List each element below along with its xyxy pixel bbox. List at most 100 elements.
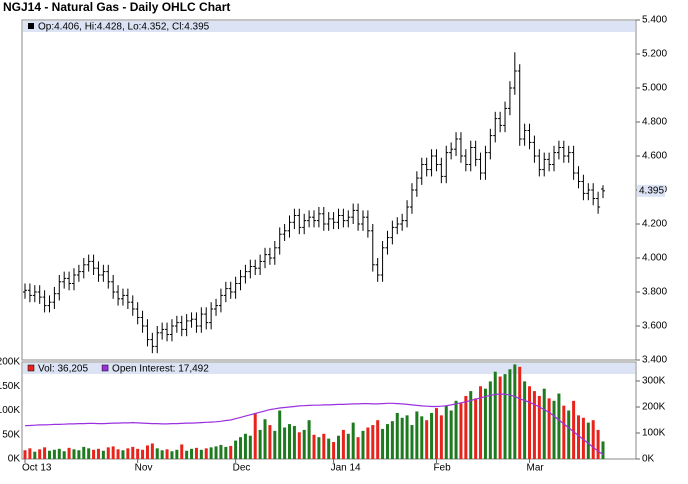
volume-bar — [542, 388, 546, 459]
volume-bar — [297, 432, 301, 459]
volume-bar — [28, 448, 32, 459]
volume-bar — [224, 446, 228, 459]
volume-bar — [111, 446, 115, 459]
chart-title: NGJ14 - Natural Gas - Daily OHLC Chart — [3, 0, 230, 14]
volume-bar — [190, 448, 194, 459]
volume-bar — [292, 426, 296, 459]
volume-bar — [483, 388, 487, 459]
volume-bar — [106, 447, 110, 459]
volume-bar — [43, 447, 47, 459]
legend-label: Vol: 36,205 — [38, 364, 88, 375]
volume-bar — [596, 429, 600, 459]
volume-bar — [77, 450, 81, 459]
volume-bar — [239, 437, 243, 459]
volume-bar — [518, 366, 522, 459]
volume-bar — [577, 415, 581, 459]
volume-bar — [400, 417, 404, 459]
volume-bar — [150, 443, 154, 459]
volume-bar — [547, 398, 551, 459]
volume-bar — [145, 445, 149, 459]
y-tick-label: 150K — [0, 381, 20, 392]
open-interest-line — [24, 393, 604, 455]
volume-bar — [332, 442, 336, 459]
volume-bar — [175, 449, 179, 459]
volume-bar — [47, 450, 51, 459]
volume-bar — [361, 430, 365, 459]
volume-bar — [209, 447, 213, 459]
volume-bar — [302, 429, 306, 459]
y-tick-label: 3.800 — [642, 287, 667, 298]
volume-bar — [449, 410, 453, 459]
volume-bar — [101, 450, 105, 459]
volume-bar — [234, 440, 238, 459]
volume-bar — [351, 422, 355, 459]
volume-bar — [180, 444, 184, 459]
volume-bar — [503, 374, 507, 459]
y-tick-label: 50K — [2, 429, 20, 440]
volume-bar — [258, 429, 262, 459]
volume-bar — [410, 425, 414, 459]
volume-bar — [268, 425, 272, 459]
x-tick-label: Jan 14 — [331, 463, 361, 474]
volume-bar — [371, 425, 375, 459]
volume-bar — [469, 391, 473, 459]
x-tick-label: Dec — [233, 463, 251, 474]
legend-text: Op:4.406, Hi:4.428, Lo:4.352, Cl:4.395 — [38, 22, 210, 33]
volume-bar — [572, 400, 576, 459]
y-tick-label: 4.800 — [642, 117, 667, 128]
legend-swatch — [27, 364, 35, 372]
y-tick-label: 100K — [0, 405, 20, 416]
volume-bar — [317, 437, 321, 459]
volume-bar — [253, 412, 257, 459]
x-tick-label: Oct 13 — [22, 463, 52, 474]
x-tick-label: Nov — [135, 463, 153, 474]
volume-bar — [537, 395, 541, 459]
volume-bar — [601, 441, 605, 459]
volume-bar — [141, 449, 145, 459]
volume-bar — [405, 415, 409, 459]
volume-bar — [214, 446, 218, 459]
volume-bar — [194, 447, 198, 459]
volume-bar — [439, 415, 443, 459]
volume-bar — [38, 449, 42, 459]
volume-bar — [395, 412, 399, 459]
legend-swatch — [28, 23, 34, 29]
volume-bar — [155, 448, 159, 459]
volume-bar — [96, 448, 100, 459]
volume-bar — [283, 427, 287, 459]
y2-tick-label: 0K — [642, 454, 655, 465]
volume-bar — [307, 420, 311, 459]
volume-bar — [72, 449, 76, 459]
volume-bar — [425, 420, 429, 459]
last-price-box — [637, 184, 665, 197]
x-tick-label: Feb — [433, 463, 451, 474]
volume-bar — [33, 451, 37, 459]
volume-bar — [479, 386, 483, 459]
volume-bar — [591, 420, 595, 459]
volume-bar — [126, 448, 130, 459]
volume-bar — [508, 369, 512, 459]
y2-tick-label: 100K — [642, 428, 666, 439]
volume-bar — [199, 449, 203, 459]
volume-bar — [67, 447, 71, 459]
volume-bar — [488, 381, 492, 459]
volume-bar — [312, 434, 316, 459]
volume-bar — [562, 405, 566, 459]
volume-bar — [390, 421, 394, 459]
volume-bar — [57, 448, 61, 459]
volume-bar — [243, 433, 247, 459]
volume-bar — [454, 400, 458, 459]
volume-bar — [327, 438, 331, 459]
volume-bar — [341, 429, 345, 459]
y-tick-label: 5.000 — [642, 83, 667, 94]
volume-bar — [434, 408, 438, 459]
volume-bar — [532, 391, 536, 459]
volume-bar — [170, 451, 174, 459]
volume-bar — [87, 448, 91, 459]
volume-bar — [136, 448, 140, 459]
volume-bar — [581, 417, 585, 459]
volume-bar — [263, 419, 267, 459]
volume-bar — [322, 433, 326, 459]
legend-swatch — [101, 364, 109, 372]
volume-bar — [464, 395, 468, 459]
